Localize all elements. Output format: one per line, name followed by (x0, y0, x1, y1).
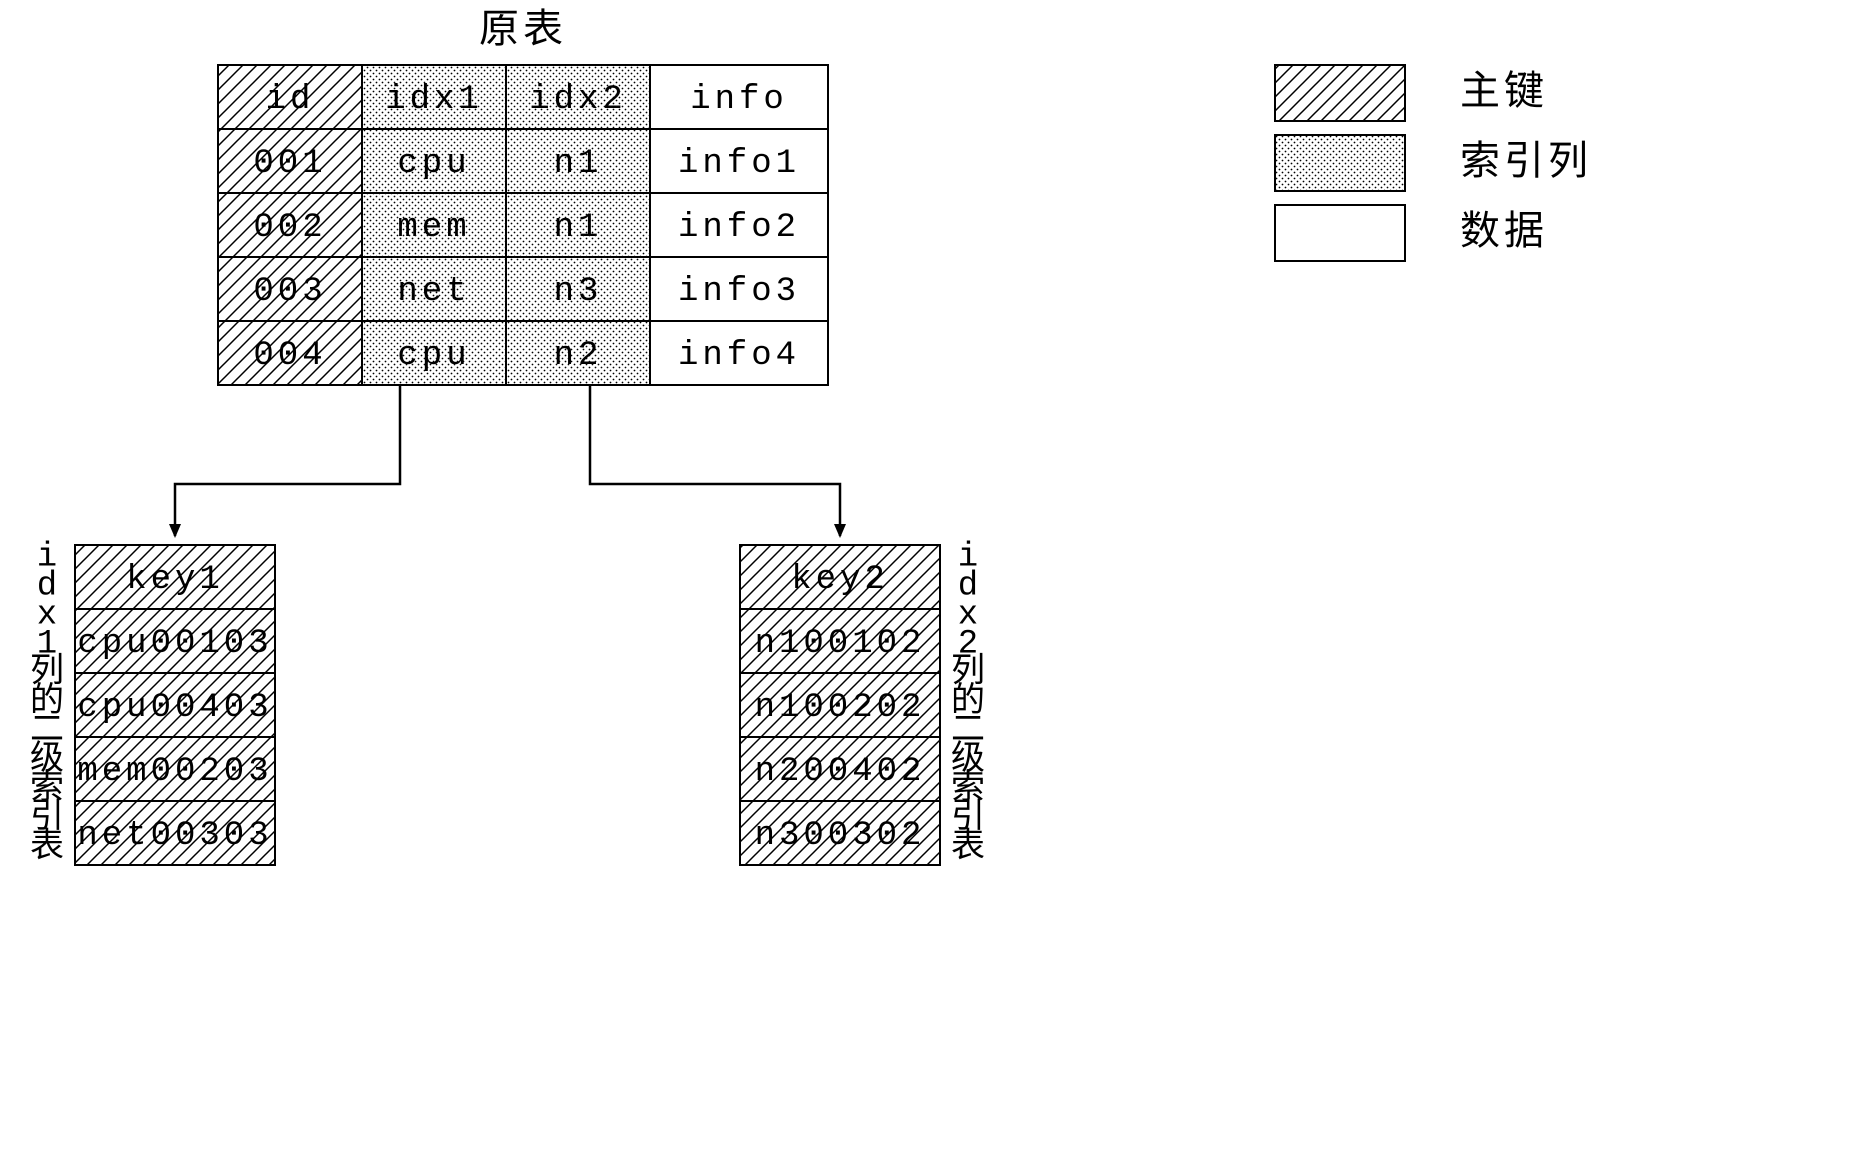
main-table-title: 原表 (479, 6, 567, 51)
main-table-cell-value: info2 (678, 209, 800, 247)
main-table-cell-value: mem (397, 209, 470, 247)
legend-swatch (1275, 135, 1405, 191)
idx2_table-vlabel-char: 表 (951, 826, 985, 867)
diagram-canvas: 原表 id idx1 idx2 info 001 cpu n1 info1 002 mem n1 inf… (0, 0, 1869, 1152)
main-table-header-label: idx2 (529, 81, 627, 119)
idx2_table-cell-value: n100102 (755, 625, 926, 663)
idx2_table-header-label: key2 (791, 561, 889, 599)
legend-label: 索引列 (1460, 138, 1592, 183)
main-table-header-label: id (266, 81, 315, 119)
main-table-cell-value: 003 (253, 273, 326, 311)
idx1_table-vlabel-char: 表 (30, 826, 64, 867)
main-table-cell-value: 001 (253, 145, 326, 183)
idx1_table-cell-value: net00303 (77, 817, 272, 855)
main-table-header-label: idx1 (385, 81, 483, 119)
main-table-cell-value: n1 (554, 145, 603, 183)
main-table-cell-value: n1 (554, 209, 603, 247)
main-table-header-label: info (690, 81, 788, 119)
legend-label: 数据 (1460, 208, 1548, 253)
main-table-cell-value: 002 (253, 209, 326, 247)
idx1_table-header-label: key1 (126, 561, 224, 599)
idx1_table-cell-value: mem00203 (77, 753, 272, 791)
idx1_table-cell-value: cpu00403 (77, 689, 272, 727)
legend-label: 主键 (1460, 68, 1548, 113)
idx2_table-cell-value: n200402 (755, 753, 926, 791)
main-table-cell-value: 004 (253, 337, 326, 375)
arrow-to-idx1 (175, 385, 400, 536)
main-table-cell-value: info3 (678, 273, 800, 311)
main-table-cell-value: cpu (397, 337, 470, 375)
main-table-cell-value: n2 (554, 337, 603, 375)
main-table-cell-value: net (397, 273, 470, 311)
legend-swatch (1275, 65, 1405, 121)
idx2_table-cell-value: n300302 (755, 817, 926, 855)
main-table-cell-value: cpu (397, 145, 470, 183)
idx2_table-cell-value: n100202 (755, 689, 926, 727)
main-table-cell-value: info4 (678, 337, 800, 375)
main-table-cell-value: info1 (678, 145, 800, 183)
idx1_table-cell-value: cpu00103 (77, 625, 272, 663)
main-table-cell-value: n3 (554, 273, 603, 311)
arrow-to-idx2 (590, 385, 840, 536)
legend-swatch (1275, 205, 1405, 261)
